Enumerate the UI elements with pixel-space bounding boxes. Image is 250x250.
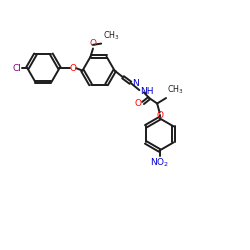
Text: O: O bbox=[70, 64, 77, 73]
Text: Cl: Cl bbox=[12, 64, 22, 73]
Text: CH$_3$: CH$_3$ bbox=[103, 29, 120, 42]
Text: CH$_3$: CH$_3$ bbox=[167, 84, 184, 96]
Text: NH: NH bbox=[140, 87, 154, 96]
Text: O: O bbox=[90, 38, 97, 48]
Text: N: N bbox=[132, 79, 138, 88]
Text: O: O bbox=[134, 99, 141, 108]
Text: O: O bbox=[156, 111, 163, 120]
Text: NO$_2$: NO$_2$ bbox=[150, 157, 169, 170]
